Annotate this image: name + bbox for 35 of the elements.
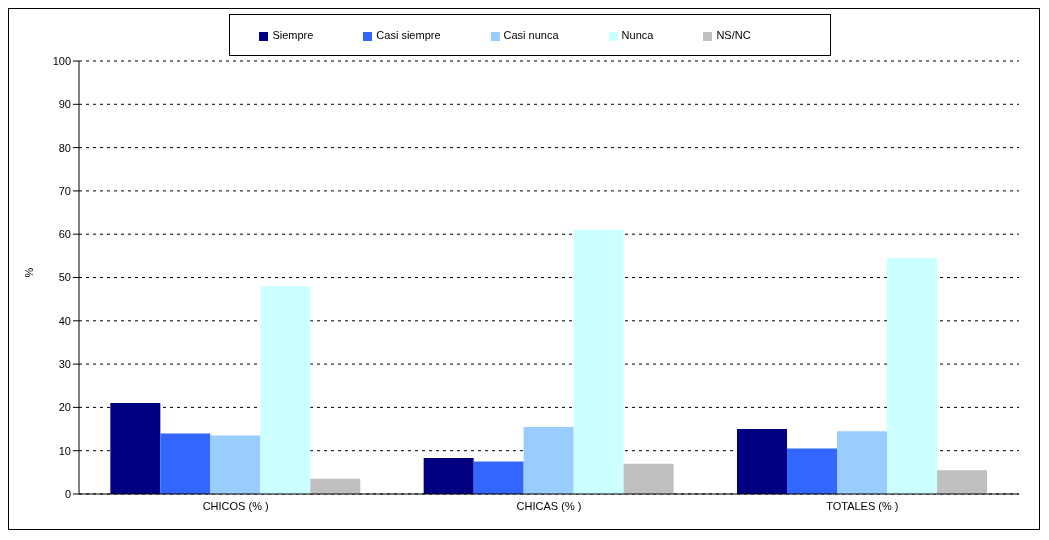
bar (737, 429, 787, 494)
legend-label: Casi siempre (376, 29, 441, 41)
bar (887, 258, 937, 494)
bar (623, 463, 674, 494)
x-tick-label: TOTALES (% ) (826, 499, 899, 512)
bar (310, 478, 361, 494)
legend-label: Nunca (621, 29, 654, 41)
bar (210, 435, 261, 494)
bar (573, 229, 624, 494)
bar (423, 458, 474, 494)
y-tick-label: 20 (58, 401, 71, 414)
y-tick-label: 50 (58, 271, 71, 284)
bar (110, 403, 161, 494)
bar (160, 433, 211, 494)
legend-label: NS/NC (716, 29, 751, 41)
x-tick-label: CHICOS (% ) (202, 499, 269, 512)
y-axis-title: % (22, 267, 35, 278)
bar (937, 470, 987, 494)
y-tick-label: 60 (58, 228, 71, 241)
legend-label: Casi nunca (503, 29, 559, 41)
y-tick-label: 100 (52, 54, 71, 67)
y-tick-label: 30 (58, 358, 71, 371)
bar (523, 426, 574, 494)
y-tick-label: 90 (58, 98, 71, 111)
y-tick-label: 80 (58, 141, 71, 154)
y-tick-label: 10 (58, 444, 71, 457)
y-tick-label: 70 (58, 184, 71, 197)
bar (837, 431, 887, 494)
bar (787, 448, 837, 494)
legend-label: Siempre (272, 29, 314, 41)
y-tick-label: 40 (58, 314, 71, 327)
x-tick-label: CHICAS (% ) (516, 499, 582, 512)
bar (260, 286, 311, 494)
y-tick-label: 0 (64, 487, 71, 500)
bar (473, 461, 524, 494)
